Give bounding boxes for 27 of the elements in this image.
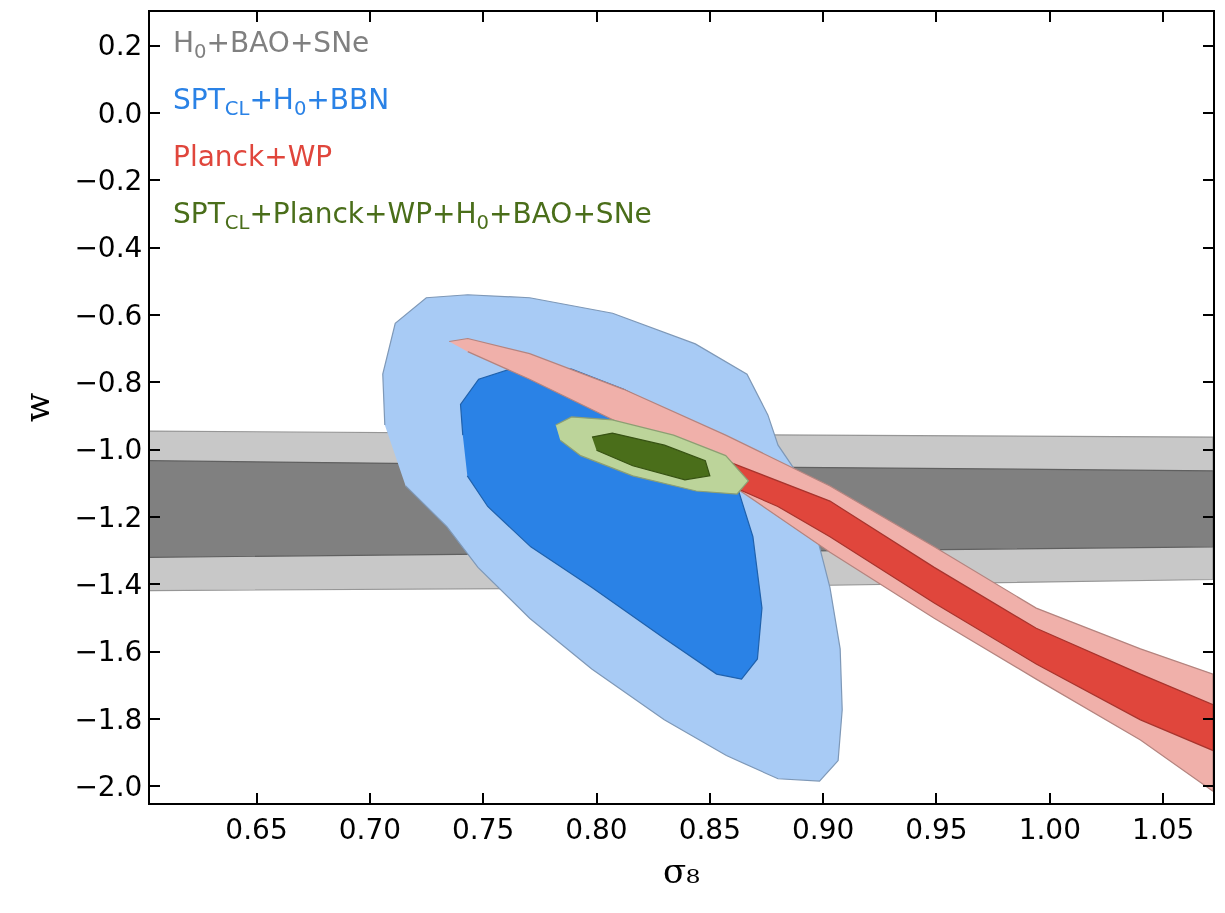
x-tick-label: 0.70 bbox=[338, 812, 402, 846]
x-tick-label: 0.80 bbox=[565, 812, 628, 846]
x-tick-label: 0.90 bbox=[791, 812, 855, 846]
x-tick-label: 0.95 bbox=[905, 812, 968, 846]
x-tick-label: 1.05 bbox=[1131, 812, 1195, 846]
y-tick-label: −0.8 bbox=[74, 366, 143, 400]
y-tick-label: −1.8 bbox=[74, 702, 143, 736]
y-tick-label: −0.2 bbox=[74, 164, 143, 198]
x-axis-title: σ₈ bbox=[663, 851, 700, 892]
y-axis-title: w bbox=[16, 392, 57, 423]
text: SPT$_{CL}$+Planck+WP+H$_{0}$+BAO+SNe bbox=[173, 197, 652, 234]
x-tick-label: 1.00 bbox=[1018, 812, 1081, 846]
y-tick-label: 0.2 bbox=[97, 29, 143, 63]
y-tick-label: −1.4 bbox=[74, 568, 143, 602]
text: SPT$_{CL}$+H$_{0}$+BBN bbox=[173, 83, 390, 120]
y-tick-label: −1.0 bbox=[74, 433, 143, 467]
text: H$_{0}$+BAO+SNe bbox=[173, 26, 370, 63]
x-tick-label: 0.85 bbox=[678, 812, 741, 846]
y-tick-label: −1.2 bbox=[74, 500, 143, 534]
y-tick-label: −0.4 bbox=[74, 231, 143, 265]
x-tick-label: 0.65 bbox=[225, 812, 288, 846]
x-tick-label: 0.75 bbox=[452, 812, 515, 846]
y-tick-label: −0.6 bbox=[74, 298, 143, 332]
y-tick-label: −2.0 bbox=[74, 769, 143, 803]
y-tick-label: −1.6 bbox=[74, 635, 143, 669]
y-tick-label: 0.0 bbox=[97, 96, 143, 130]
text: Planck+WP bbox=[173, 140, 333, 173]
